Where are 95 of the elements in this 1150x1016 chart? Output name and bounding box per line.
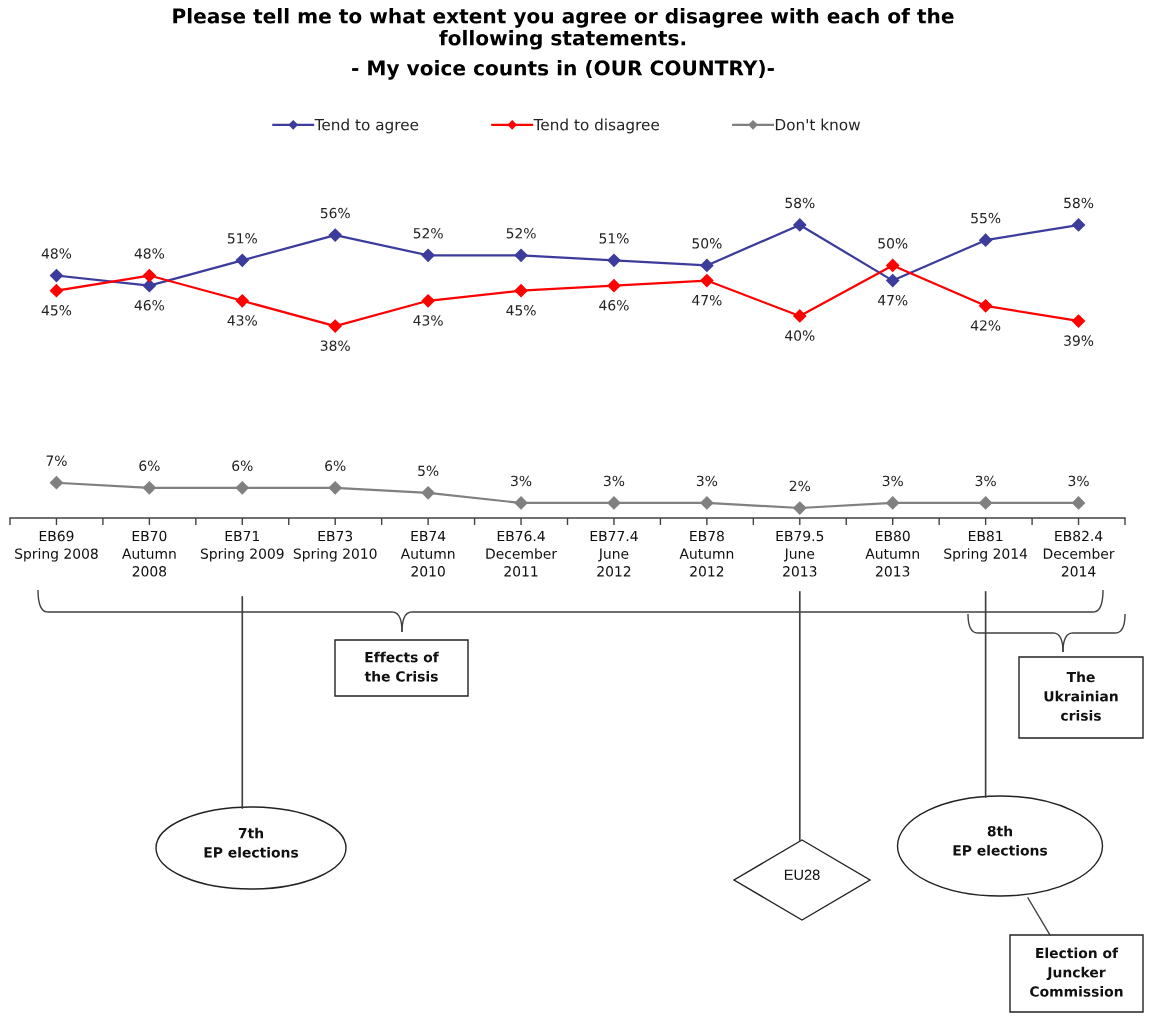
data-label: 58% [1064,197,1094,209]
text: Election of Juncker Commission [1030,947,1123,997]
data-label: 43% [227,315,257,326]
point [328,228,342,242]
x-tick-label: EB79.5 June 2013 [776,530,824,577]
data-label: 7% [46,455,67,466]
data-label: 39% [1064,335,1094,346]
point [49,268,64,283]
point [328,319,342,333]
legend-label: Tend to agree [314,118,419,134]
data-label: 52% [506,228,536,239]
point [235,253,249,267]
data-label: 3% [882,475,903,487]
text: EU28 [784,869,820,880]
point [793,309,807,323]
data-label: 45% [506,305,536,316]
x-tick-label: EB80 Autumn 2013 [865,530,919,577]
point [979,496,993,510]
x-tick-label: EB78 Autumn 2012 [679,530,734,577]
data-label: 58% [785,197,815,209]
point [979,233,993,247]
point [235,294,249,308]
point [886,258,900,273]
point [979,299,993,313]
data-label: 3% [1068,475,1089,487]
data-label: 45% [41,305,72,316]
x-tick-label: EB82.4 December 2014 [1043,530,1115,577]
point [607,279,621,293]
x-tick-label: EB74 Autumn 2010 [400,530,455,577]
data-label: 51% [227,233,257,244]
legend-label: Don't know [775,118,860,131]
data-label: 38% [320,340,350,351]
point [328,481,342,495]
data-label: 55% [971,212,1001,224]
data-label: 50% [878,238,908,249]
data-label: 42% [970,320,1001,331]
x-tick-label: EB70 Autumn 2008 [122,530,176,577]
point [1071,496,1086,510]
point [886,496,900,510]
data-label: 46% [599,300,629,311]
point [607,253,621,267]
data-label: 6% [139,460,160,471]
point [1071,314,1086,328]
data-label: 48% [41,248,72,259]
chart-subtitle: - My voice counts in (OUR COUNTRY)- [352,60,774,80]
data-label: 50% [692,238,722,249]
x-tick-label: EB81 Spring 2014 [944,530,1028,562]
data-label: 3% [975,475,996,487]
data-label: 2% [789,480,811,492]
data-label: 51% [599,233,629,244]
data-label: 40% [785,330,815,341]
point [49,476,64,490]
point [700,258,714,273]
text: Effects of the Crisis [364,651,439,682]
text: 8th EP elections [953,825,1048,856]
chart-title: Please tell me to what extent you agree or disagree with each of the following statements. [173,8,954,50]
data-label: 6% [325,460,346,471]
data-label: 3% [511,475,532,487]
point [793,501,807,515]
data-label: 56% [320,207,350,219]
x-tick-label: EB76.4 December 2011 [486,530,558,577]
data-label: 48% [134,248,165,259]
point [514,248,528,262]
data-label: 43% [413,315,443,326]
point [700,496,714,510]
point [142,481,156,495]
point [235,481,249,495]
point [514,496,528,510]
point [421,486,435,500]
point [793,218,807,232]
point [142,279,156,293]
text: 7th EP elections [204,827,299,858]
point [421,294,435,308]
point [700,273,714,288]
point [514,284,528,298]
point [886,273,900,288]
data-label: 6% [232,460,253,471]
x-tick-label: EB69 Spring 2008 [15,530,98,562]
x-tick-label: EB73 Spring 2010 [293,530,377,562]
x-tick-label: EB71 Spring 2009 [200,530,284,562]
data-label: 3% [696,475,718,487]
data-label: 47% [877,294,908,306]
data-label: 47% [692,294,722,306]
point [142,268,156,283]
data-label: 46% [134,300,165,311]
point [421,248,435,262]
legend-label: Tend to disagree [533,118,660,134]
point [1071,218,1086,232]
x-tick-label: EB77.4 June 2012 [590,530,638,577]
data-label: 52% [413,228,443,239]
text: The Ukrainian crisis [1044,671,1118,721]
point [49,284,64,298]
data-label: 3% [604,475,625,487]
point [607,496,621,510]
data-label: 5% [418,465,439,477]
